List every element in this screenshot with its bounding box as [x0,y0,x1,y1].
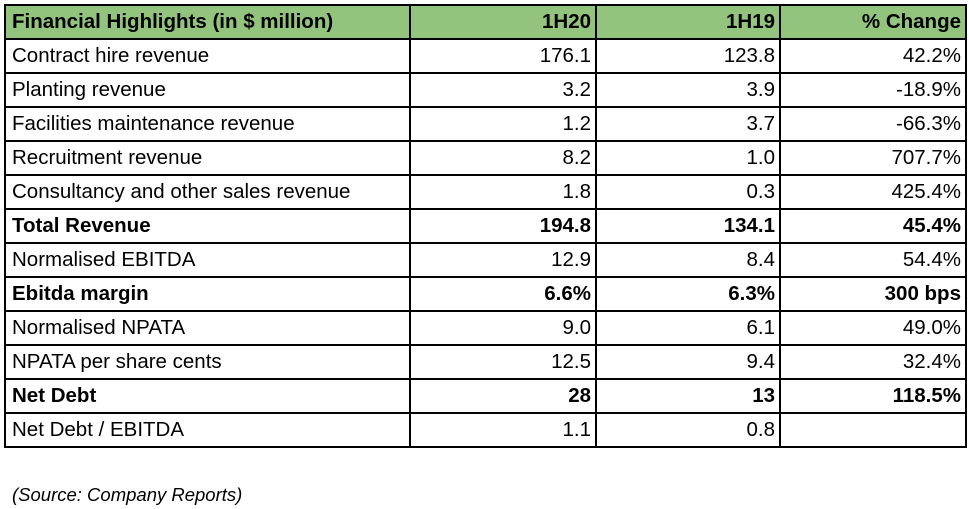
financial-highlights-table: Financial Highlights (in $ million) 1H20… [4,4,967,448]
row-label: Ebitda margin [4,276,411,312]
row-label: Net Debt [4,378,411,414]
cell-1h20: 3.2 [409,72,597,108]
cell-change: 45.4% [779,208,967,244]
cell-1h19: 6.3% [595,276,781,312]
cell-change: -18.9% [779,72,967,108]
cell-change: 42.2% [779,38,967,74]
cell-1h19: 134.1 [595,208,781,244]
table-row: Normalised NPATA 9.0 6.1 49.0% [4,310,967,346]
header-change: % Change [779,4,967,40]
row-label: Consultancy and other sales revenue [4,174,411,210]
row-label: NPATA per share cents [4,344,411,380]
header-1h19: 1H19 [595,4,781,40]
cell-1h19: 1.0 [595,140,781,176]
header-row: Financial Highlights (in $ million) 1H20… [4,4,967,40]
source-note: (Source: Company Reports) [12,484,243,505]
cell-change: 49.0% [779,310,967,346]
cell-1h19: 6.1 [595,310,781,346]
cell-1h20: 9.0 [409,310,597,346]
cell-1h19: 0.8 [595,412,781,448]
row-label: Recruitment revenue [4,140,411,176]
header-label: Financial Highlights (in $ million) [4,4,411,40]
cell-1h20: 1.8 [409,174,597,210]
cell-1h19: 3.7 [595,106,781,142]
table-row: Net Debt 28 13 118.5% [4,378,967,414]
cell-change: 118.5% [779,378,967,414]
row-label: Contract hire revenue [4,38,411,74]
cell-1h19: 8.4 [595,242,781,278]
cell-1h20: 28 [409,378,597,414]
table-row: Total Revenue 194.8 134.1 45.4% [4,208,967,244]
cell-1h20: 176.1 [409,38,597,74]
cell-1h20: 6.6% [409,276,597,312]
row-label: Planting revenue [4,72,411,108]
cell-1h19: 0.3 [595,174,781,210]
cell-1h20: 12.5 [409,344,597,380]
cell-1h19: 123.8 [595,38,781,74]
table-row: Consultancy and other sales revenue 1.8 0.… [4,174,967,210]
cell-1h20: 1.1 [409,412,597,448]
header-1h20: 1H20 [409,4,597,40]
table-row: Normalised EBITDA 12.9 8.4 54.4% [4,242,967,278]
row-label: Normalised NPATA [4,310,411,346]
cell-change: 425.4% [779,174,967,210]
cell-change: 707.7% [779,140,967,176]
row-label: Normalised EBITDA [4,242,411,278]
cell-1h19: 13 [595,378,781,414]
table-row: NPATA per share cents 12.5 9.4 32.4% [4,344,967,380]
cell-1h19: 9.4 [595,344,781,380]
table-row: Facilities maintenance revenue 1.2 3.7 -66.… [4,106,967,142]
row-label: Net Debt / EBITDA [4,412,411,448]
cell-1h19: 3.9 [595,72,781,108]
cell-change: 32.4% [779,344,967,380]
table-row: Ebitda margin 6.6% 6.3% 300 bps [4,276,967,312]
cell-change [779,412,967,448]
row-label: Facilities maintenance revenue [4,106,411,142]
table-row: Net Debt / EBITDA 1.1 0.8 [4,412,967,448]
cell-1h20: 194.8 [409,208,597,244]
cell-change: 300 bps [779,276,967,312]
table-row: Contract hire revenue 176.1 123.8 42.2% [4,38,967,74]
cell-change: 54.4% [779,242,967,278]
cell-1h20: 12.9 [409,242,597,278]
table-row: Planting revenue 3.2 3.9 -18.9% [4,72,967,108]
cell-1h20: 8.2 [409,140,597,176]
cell-change: -66.3% [779,106,967,142]
table-row: Recruitment revenue 8.2 1.0 707.7% [4,140,967,176]
row-label: Total Revenue [4,208,411,244]
cell-1h20: 1.2 [409,106,597,142]
